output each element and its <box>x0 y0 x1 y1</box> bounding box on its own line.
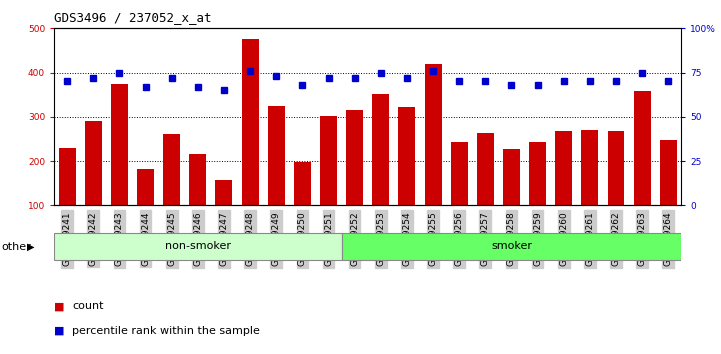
Text: percentile rank within the sample: percentile rank within the sample <box>72 326 260 336</box>
Bar <box>58 148 76 205</box>
Text: count: count <box>72 301 104 311</box>
Bar <box>242 39 259 205</box>
Bar <box>399 107 415 205</box>
Bar <box>529 143 546 205</box>
Bar <box>581 130 598 205</box>
Bar <box>320 116 337 205</box>
FancyBboxPatch shape <box>342 233 681 261</box>
Text: smoker: smoker <box>491 241 532 251</box>
Text: ▶: ▶ <box>27 242 35 252</box>
Bar <box>85 121 102 205</box>
Bar <box>425 64 441 205</box>
Bar <box>660 140 677 205</box>
Bar <box>111 84 128 205</box>
Text: ■: ■ <box>54 301 65 311</box>
Text: ■: ■ <box>54 326 65 336</box>
Bar <box>503 149 520 205</box>
Bar <box>216 180 232 205</box>
Bar <box>372 94 389 205</box>
Bar <box>346 110 363 205</box>
Bar <box>451 143 468 205</box>
Bar <box>267 106 285 205</box>
Text: GDS3496 / 237052_x_at: GDS3496 / 237052_x_at <box>54 11 211 24</box>
Text: other: other <box>1 242 31 252</box>
Bar <box>634 91 650 205</box>
Bar <box>555 131 572 205</box>
Bar <box>190 154 206 205</box>
Bar <box>477 133 494 205</box>
Bar <box>608 131 624 205</box>
Bar <box>294 162 311 205</box>
Bar <box>137 169 154 205</box>
Text: non-smoker: non-smoker <box>165 241 231 251</box>
Bar <box>163 133 180 205</box>
FancyBboxPatch shape <box>54 233 342 261</box>
